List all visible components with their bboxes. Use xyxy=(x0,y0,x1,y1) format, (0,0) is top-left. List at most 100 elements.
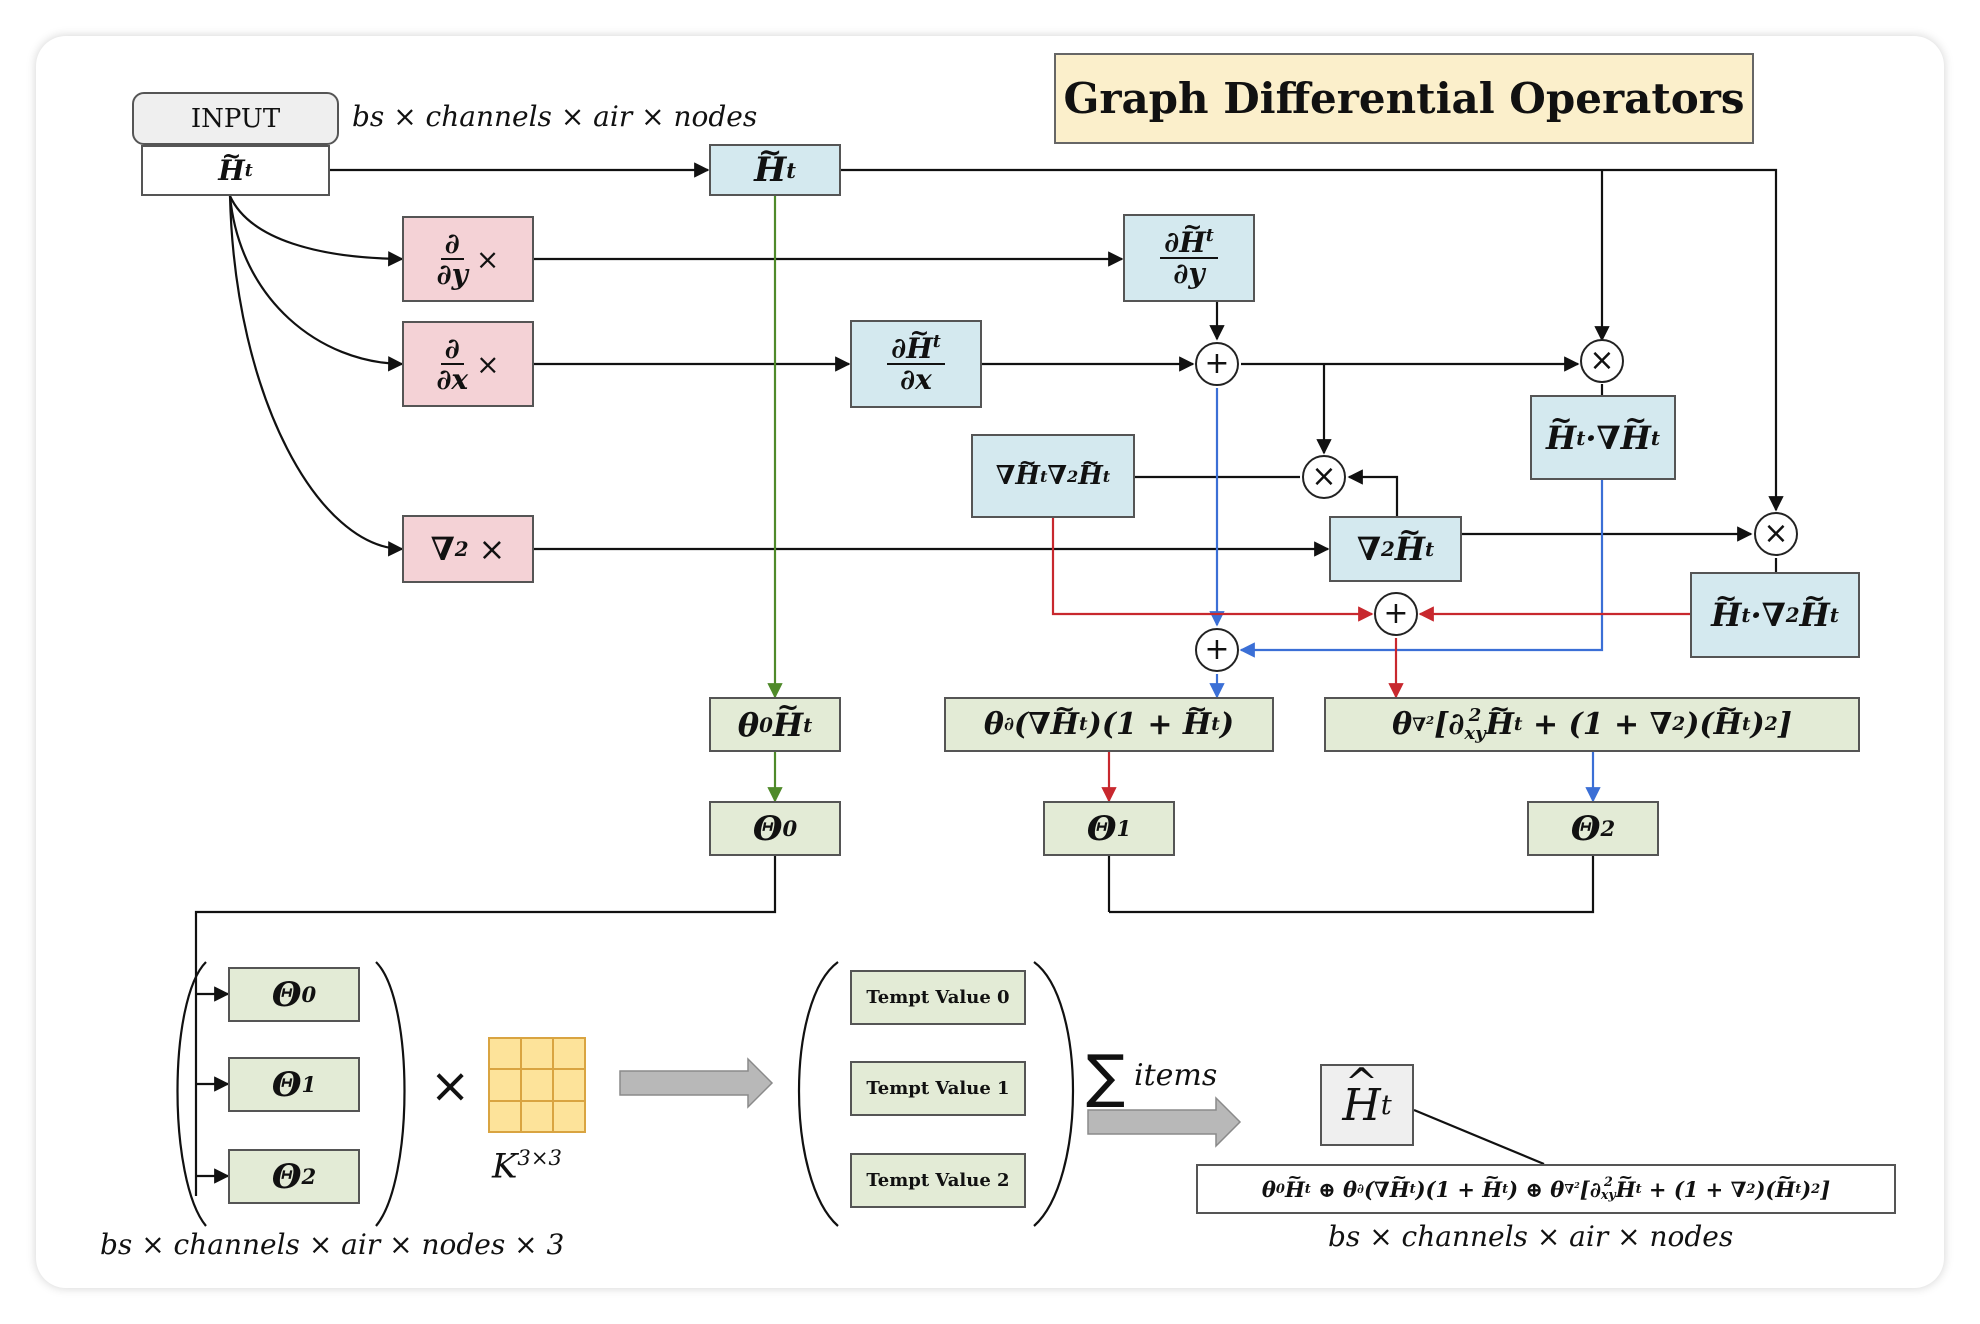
stack-theta2-sub: 2 xyxy=(301,1164,317,1189)
term2-d: )( xyxy=(1685,707,1714,742)
h-lap-var: H xyxy=(1711,582,1741,634)
input-h-box: Ht xyxy=(141,142,330,196)
op-dx-den: ∂x xyxy=(436,363,469,396)
f-v3: H xyxy=(1482,1167,1502,1201)
op-dy-box: ∂ ∂y × xyxy=(402,216,534,302)
h-lap-sup2: t xyxy=(1829,603,1839,627)
times-node-1: × xyxy=(1580,339,1624,383)
h-grad-box: Ht·∇Ht xyxy=(1530,395,1676,480)
term2-f: ] xyxy=(1777,707,1792,742)
plus-node-1: + xyxy=(1195,342,1239,386)
f-v3-sup: t xyxy=(1502,1181,1509,1197)
line-output-connector xyxy=(1413,1108,1545,1166)
h-lap-sup: t xyxy=(1741,603,1751,627)
left-paren-open xyxy=(176,961,207,1227)
h-grad-sup2: t xyxy=(1650,425,1661,450)
f-op1-sub: ∂ xyxy=(1357,1181,1364,1197)
multiply-sign: × xyxy=(430,1058,471,1114)
arrow-input-to-dy xyxy=(228,195,404,267)
term2-c-sup: 2 xyxy=(1672,714,1686,735)
op-lap-sup: 2 xyxy=(454,537,469,561)
input-label-box: INPUT xyxy=(132,92,339,145)
dhdx-var: H xyxy=(906,321,933,363)
h-grad-sup: t xyxy=(1576,425,1586,450)
term0-var: H xyxy=(773,691,803,743)
dhdy-box: ∂Ht ∂y xyxy=(1123,214,1255,302)
stack-theta0-sym: Θ xyxy=(271,974,302,1015)
op-dy-num: ∂ xyxy=(440,228,464,260)
output-h-box: Ht xyxy=(1320,1060,1414,1146)
arrow-gradlap-to-plus2 xyxy=(1051,518,1374,622)
term2-sup: t xyxy=(1513,714,1523,735)
kernel-grid xyxy=(488,1037,586,1133)
kernel-sup: 3×3 xyxy=(517,1145,562,1170)
f-p5-sup: 2 xyxy=(1603,1174,1613,1190)
h-grad-mid: ·∇ xyxy=(1585,418,1621,457)
big-arrow-to-tempt xyxy=(619,1057,774,1109)
line-theta-bus xyxy=(194,856,777,1196)
theta2-sym: Θ xyxy=(1570,808,1601,849)
op-dx-frac: ∂ ∂x xyxy=(436,333,469,396)
f-op1: ⊕ θ xyxy=(1310,1176,1358,1202)
op-lap-box: ∇ 2 × xyxy=(402,515,534,583)
f-p6: + (1 + ∇ xyxy=(1641,1176,1747,1202)
tempt-value-2-label: Tempt Value 2 xyxy=(866,1170,1010,1191)
grad-lap-var: H xyxy=(1015,450,1040,491)
stack-theta2-sym: Θ xyxy=(271,1156,302,1197)
kernel-var: K xyxy=(492,1146,518,1187)
diagram-title: Graph Differential Operators xyxy=(1054,53,1754,144)
op-lap-mult: × xyxy=(478,530,506,568)
dhdx-box: ∂Ht ∂x xyxy=(850,320,982,408)
grad-lap-mid: ∇ xyxy=(1047,461,1067,491)
term0-sup: t xyxy=(803,712,813,737)
term2-sup2: t xyxy=(1741,714,1751,735)
h-var: H xyxy=(754,135,786,190)
f-v5-sup: t xyxy=(1795,1181,1802,1197)
times-node-3: × xyxy=(1754,512,1798,556)
term1-b: (∇ xyxy=(1013,707,1051,742)
f-v4: H xyxy=(1616,1167,1636,1201)
op-dy-frac: ∂ ∂y xyxy=(436,228,468,291)
h-grad-var2: H xyxy=(1621,404,1651,456)
sum-items-label: items xyxy=(1134,1058,1218,1093)
term2-box: θ∇2[∂2xyHt + (1 + ∇2)(Ht)2] xyxy=(1324,694,1860,752)
line-theta2-bus xyxy=(1109,856,1595,914)
term0-a: θ xyxy=(737,705,760,744)
tempt-value-1-label: Tempt Value 1 xyxy=(866,1078,1010,1099)
h-lap-var2: H xyxy=(1800,582,1830,634)
grad-lap-pre: ∇ xyxy=(995,461,1016,491)
dhdy-num-pre: ∂ xyxy=(1164,225,1180,259)
f-p2: (∇ xyxy=(1363,1176,1390,1202)
dhdx-sup: t xyxy=(932,332,941,353)
term2-a-sub-sup: 2 xyxy=(1426,712,1435,727)
lap-h-pre-sup: 2 xyxy=(1380,537,1395,561)
lap-h-var: H xyxy=(1395,516,1425,568)
f-p5: [∂ xyxy=(1579,1176,1601,1202)
op-dx-box: ∂ ∂x × xyxy=(402,321,534,407)
h-lap-mid: ·∇ xyxy=(1750,596,1786,634)
term2-e-sup: 2 xyxy=(1764,714,1778,735)
plus-node-2: + xyxy=(1374,592,1418,636)
f-v2-sup: t xyxy=(1409,1181,1416,1197)
term1-a: θ xyxy=(983,707,1004,742)
output-h-var: H xyxy=(1342,1060,1381,1131)
f-op2-sub: ∇ xyxy=(1564,1182,1575,1198)
dhdy-var: H xyxy=(1179,215,1206,257)
op-dy-den: ∂y xyxy=(436,258,468,291)
dhdy-sup: t xyxy=(1205,226,1214,247)
grad-lap-sup2: t xyxy=(1102,466,1111,486)
lap-h-sup: t xyxy=(1424,537,1435,561)
f-p8: ) xyxy=(1801,1176,1812,1202)
f-p1-sub: 0 xyxy=(1275,1181,1285,1197)
arrow-hgrad-to-plus3 xyxy=(1239,480,1604,658)
big-arrow-to-output xyxy=(1087,1096,1242,1148)
term2-a-sub: ∇ xyxy=(1412,715,1427,737)
dhdy-frac: ∂Ht ∂y xyxy=(1160,215,1218,289)
f-p4: ) xyxy=(1508,1176,1519,1202)
output-shape-label: bs × channels × air × nodes xyxy=(1328,1220,1734,1253)
f-v4-sup: t xyxy=(1635,1181,1642,1197)
f-v1-sup: t xyxy=(1304,1181,1311,1197)
term2-b: [∂ xyxy=(1434,707,1465,742)
stack-theta0-sub: 0 xyxy=(301,982,317,1007)
